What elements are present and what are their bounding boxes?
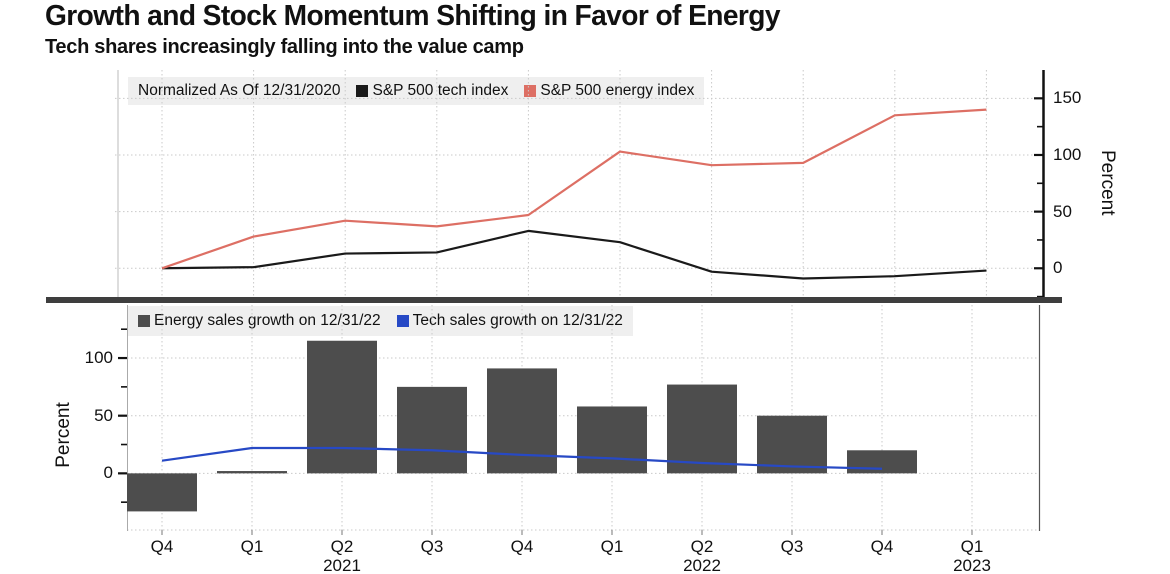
- legend-label-energy-index: S&P 500 energy index: [540, 82, 695, 99]
- top-y-tick-label: 0: [1053, 258, 1063, 278]
- energy-sales-bar: [397, 386, 467, 474]
- x-axis-year-label: 2021: [323, 556, 361, 574]
- energy-sales-swatch: [138, 315, 150, 327]
- x-axis-quarter-label: Q1: [600, 537, 624, 556]
- energy-sales-bar: [127, 473, 197, 512]
- bottom-y-tick-label: 100: [84, 348, 113, 368]
- bottom-bar-chart: [118, 305, 1041, 535]
- x-axis-quarter-label: Q4: [870, 537, 894, 556]
- energy-index-line: [161, 108, 987, 270]
- legend-label-tech-index: S&P 500 tech index: [372, 82, 509, 99]
- x-axis-year-label: 2023: [953, 556, 991, 574]
- bottom-y-tick-label: 0: [103, 463, 113, 483]
- x-axis-quarter-label: Q1: [240, 537, 264, 556]
- energy-sales-bar: [577, 406, 647, 474]
- x-axis-quarter-label: Q3: [780, 537, 804, 556]
- energy-sales-bar: [217, 471, 287, 474]
- top-y-axis-title: Percent: [1097, 150, 1118, 216]
- bottom-chart-legend: Energy sales growth on 12/31/22 Tech sal…: [128, 306, 633, 336]
- legend-item-tech-sales: Tech sales growth on 12/31/22: [396, 312, 623, 330]
- energy-sales-bar: [487, 368, 557, 474]
- x-axis-quarter-label: Q4: [510, 537, 534, 556]
- bottom-y-tick-label: 50: [94, 405, 113, 425]
- tech-index-swatch: [356, 85, 369, 97]
- legend-label-energy-sales: Energy sales growth on 12/31/22: [154, 312, 381, 329]
- x-axis-year-label: 2022: [683, 556, 721, 574]
- legend-item-tech-index: S&P 500 tech index: [356, 82, 508, 100]
- legend-item-energy-sales: Energy sales growth on 12/31/22: [138, 312, 381, 330]
- x-axis-quarter-label: Q2: [690, 537, 714, 556]
- legend-item-energy-index: S&P 500 energy index: [524, 82, 694, 100]
- energy-sales-bar: [757, 415, 827, 474]
- energy-sales-bar: [307, 340, 377, 474]
- energy-sales-bar: [847, 450, 917, 474]
- x-axis-quarter-label: Q4: [150, 537, 174, 556]
- legend-label-tech-sales: Tech sales growth on 12/31/22: [412, 312, 623, 329]
- top-chart-legend: Normalized As Of 12/31/2020 S&P 500 tech…: [128, 77, 705, 105]
- top-y-tick-label: 100: [1053, 144, 1082, 164]
- x-axis-quarter-label: Q2: [330, 537, 354, 556]
- x-axis-quarter-label: Q3: [420, 537, 444, 556]
- top-y-tick-label: 150: [1053, 88, 1082, 108]
- tech-index-line: [161, 229, 987, 280]
- page-title: Growth and Stock Momentum Shifting in Fa…: [45, 0, 781, 32]
- energy-sales-bar: [667, 384, 737, 474]
- bottom-y-axis-title: Percent: [53, 402, 74, 468]
- page-subtitle: Tech shares increasingly falling into th…: [45, 36, 524, 58]
- tech-sales-line: [161, 446, 883, 470]
- tech-sales-swatch: [396, 315, 409, 327]
- top-y-tick-label: 50: [1053, 201, 1072, 221]
- top-line-chart: [115, 70, 1045, 300]
- x-axis-quarter-label: Q1: [960, 537, 984, 556]
- legend-note: Normalized As Of 12/31/2020: [138, 82, 341, 99]
- panel-separator: [46, 297, 1062, 303]
- energy-index-swatch: [524, 85, 537, 97]
